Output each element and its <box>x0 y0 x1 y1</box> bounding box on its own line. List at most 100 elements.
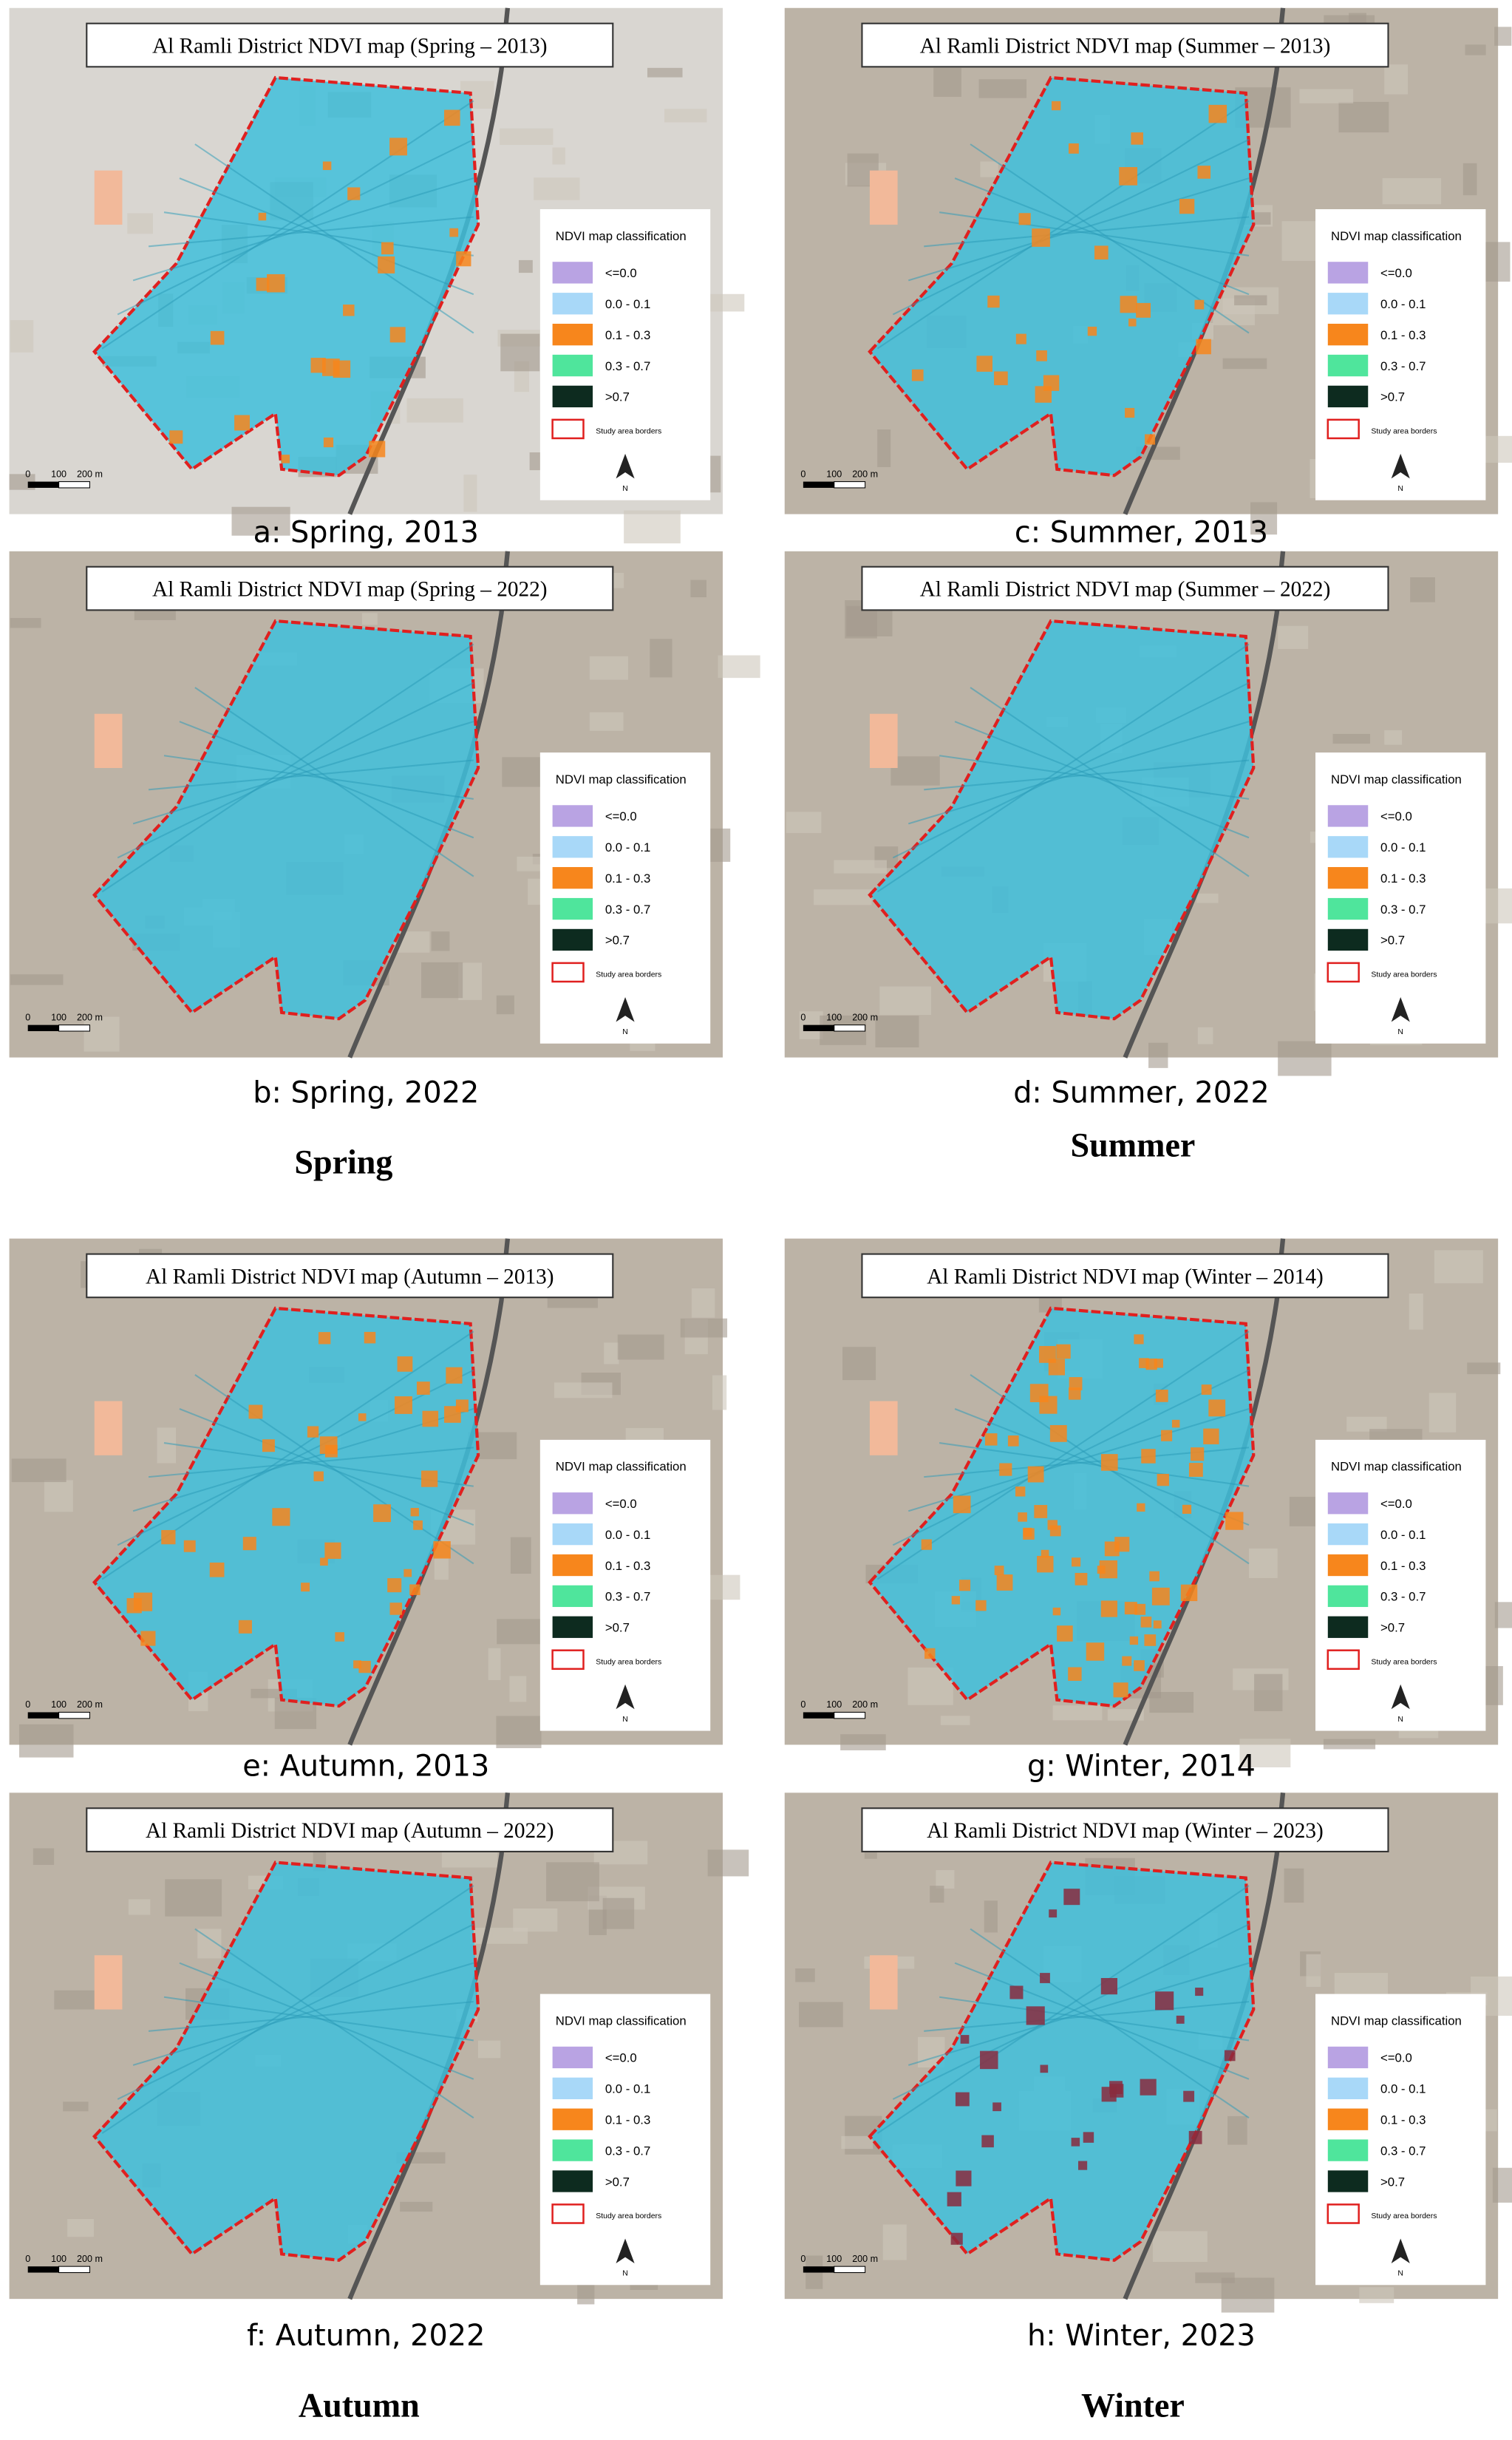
study-area <box>92 75 480 478</box>
north-arrow <box>616 1684 635 1710</box>
map-panel: Al Ramli District NDVI map (Spring – 202… <box>9 551 760 1058</box>
urban-block <box>1284 1868 1304 1903</box>
legend-label: >0.7 <box>605 1621 630 1635</box>
ndvi-patch <box>924 1648 936 1659</box>
ndvi-patch <box>256 277 270 291</box>
ndvi-patch <box>324 1542 341 1559</box>
urban-block <box>157 1427 177 1464</box>
street <box>954 177 1250 296</box>
panel-caption: c: Summer, 2013 <box>1015 515 1268 549</box>
street <box>970 1928 1250 2118</box>
ndvi-patch <box>1032 228 1050 247</box>
street <box>924 2001 1250 2032</box>
urban-block <box>933 67 961 97</box>
legend: NDVI map classification <=0.0 0.0 - 0.1 0.1… <box>1315 752 1486 1044</box>
urban-block <box>84 1016 120 1052</box>
season-label: Winter <box>1081 2386 1185 2424</box>
street <box>892 1369 1250 1546</box>
ndvi-patch <box>1144 1634 1157 1646</box>
legend: NDVI map classification <=0.0 0.0 - 0.1 0.1… <box>539 209 711 500</box>
urban-block <box>690 580 706 598</box>
ndvi-patch <box>307 1426 319 1438</box>
ndvi-patch <box>1100 1454 1118 1471</box>
legend-border-label: Study area borders <box>596 428 661 436</box>
legend-title: NDVI map classification <box>1331 1460 1462 1474</box>
ndvi-patch <box>1203 1428 1219 1444</box>
legend-swatch <box>552 928 593 951</box>
legend-swatch <box>1327 2108 1369 2130</box>
urban-block <box>840 1734 886 1750</box>
legend: NDVI map classification <=0.0 0.0 - 0.1 0.1… <box>539 1994 711 2286</box>
urban-block <box>589 656 629 680</box>
ndvi-patch <box>433 1541 451 1559</box>
ndvi-patch <box>456 251 471 267</box>
title-box <box>861 22 1389 68</box>
panel-caption: f: Autumn, 2022 <box>247 2319 485 2353</box>
street <box>117 1369 474 1546</box>
ndvi-patch <box>1183 2090 1195 2102</box>
legend-label: 0.3 - 0.7 <box>605 359 650 373</box>
urban-block <box>1428 1393 1457 1433</box>
street <box>892 682 1250 859</box>
urban-block <box>18 1724 74 1758</box>
scale-label: 0 <box>800 469 806 479</box>
panel-caption: a: Spring, 2013 <box>253 515 479 549</box>
scale-bar <box>803 1024 834 1032</box>
urban-block <box>1248 1548 1278 1578</box>
urban-block <box>1152 2231 1208 2263</box>
legend-label: 0.1 - 0.3 <box>605 1559 650 1573</box>
ndvi-patch <box>1140 2079 1157 2096</box>
title-box <box>861 565 1389 611</box>
ndvi-patch <box>955 2092 970 2107</box>
legend-label: >0.7 <box>1380 1621 1405 1635</box>
ndvi-patch <box>1171 1419 1180 1428</box>
scale-bar <box>58 1024 90 1032</box>
ndvi-patch <box>1048 1359 1065 1376</box>
ndvi-patch <box>1149 1571 1159 1582</box>
urban-block <box>1410 577 1435 602</box>
legend: NDVI map classification <=0.0 0.0 - 0.1 0.1… <box>1315 1994 1486 2286</box>
north-label: N <box>622 1716 628 1724</box>
street <box>924 216 1250 248</box>
ndvi-patch <box>1128 319 1137 327</box>
legend-label: >0.7 <box>1380 390 1405 404</box>
ndvi-patch <box>389 137 407 156</box>
ndvi-patch <box>987 295 1000 308</box>
ndvi-patch <box>1176 2015 1185 2024</box>
legend-title: NDVI map classification <box>556 2013 687 2028</box>
map-title: Al Ramli District NDVI map (Winter – 201… <box>927 1265 1324 1288</box>
title-box <box>86 22 614 68</box>
ndvi-patch <box>1154 1359 1163 1368</box>
ndvi-patch <box>413 1520 423 1530</box>
street <box>194 143 474 334</box>
ndvi-patch <box>950 2232 963 2245</box>
urban-block <box>624 510 681 544</box>
scale-label: 0 <box>25 469 30 479</box>
legend-swatch <box>1327 805 1369 827</box>
ndvi-patch <box>994 371 1008 386</box>
legend-label: 0.3 - 0.7 <box>1380 359 1426 373</box>
north-arrow <box>616 2238 635 2263</box>
urban-block <box>707 1849 749 1877</box>
ndvi-patch <box>1018 1512 1027 1522</box>
ndvi-patch <box>1119 167 1138 186</box>
ndvi-patch <box>446 1367 463 1384</box>
urban-block <box>497 1619 543 1645</box>
scale-bar <box>27 2266 59 2273</box>
street <box>892 138 1250 316</box>
ndvi-patch <box>1129 1636 1139 1645</box>
ndvi-patch <box>994 1566 1004 1575</box>
street <box>907 721 1250 825</box>
legend-label: >0.7 <box>1380 934 1405 948</box>
study-area <box>868 619 1256 1021</box>
north-label: N <box>1397 485 1403 493</box>
urban-block <box>1494 27 1512 46</box>
ndvi-patch <box>210 330 225 345</box>
legend-label: 0.3 - 0.7 <box>1380 1590 1426 1604</box>
map-panel: Al Ramli District NDVI map (Spring – 201… <box>9 7 745 544</box>
legend-label: <=0.0 <box>1380 266 1412 280</box>
ndvi-patch <box>1039 1396 1058 1414</box>
ndvi-patch <box>410 1508 419 1517</box>
map-title: Al Ramli District NDVI map (Spring – 202… <box>152 578 548 602</box>
ndvi-patch <box>1068 1667 1082 1681</box>
